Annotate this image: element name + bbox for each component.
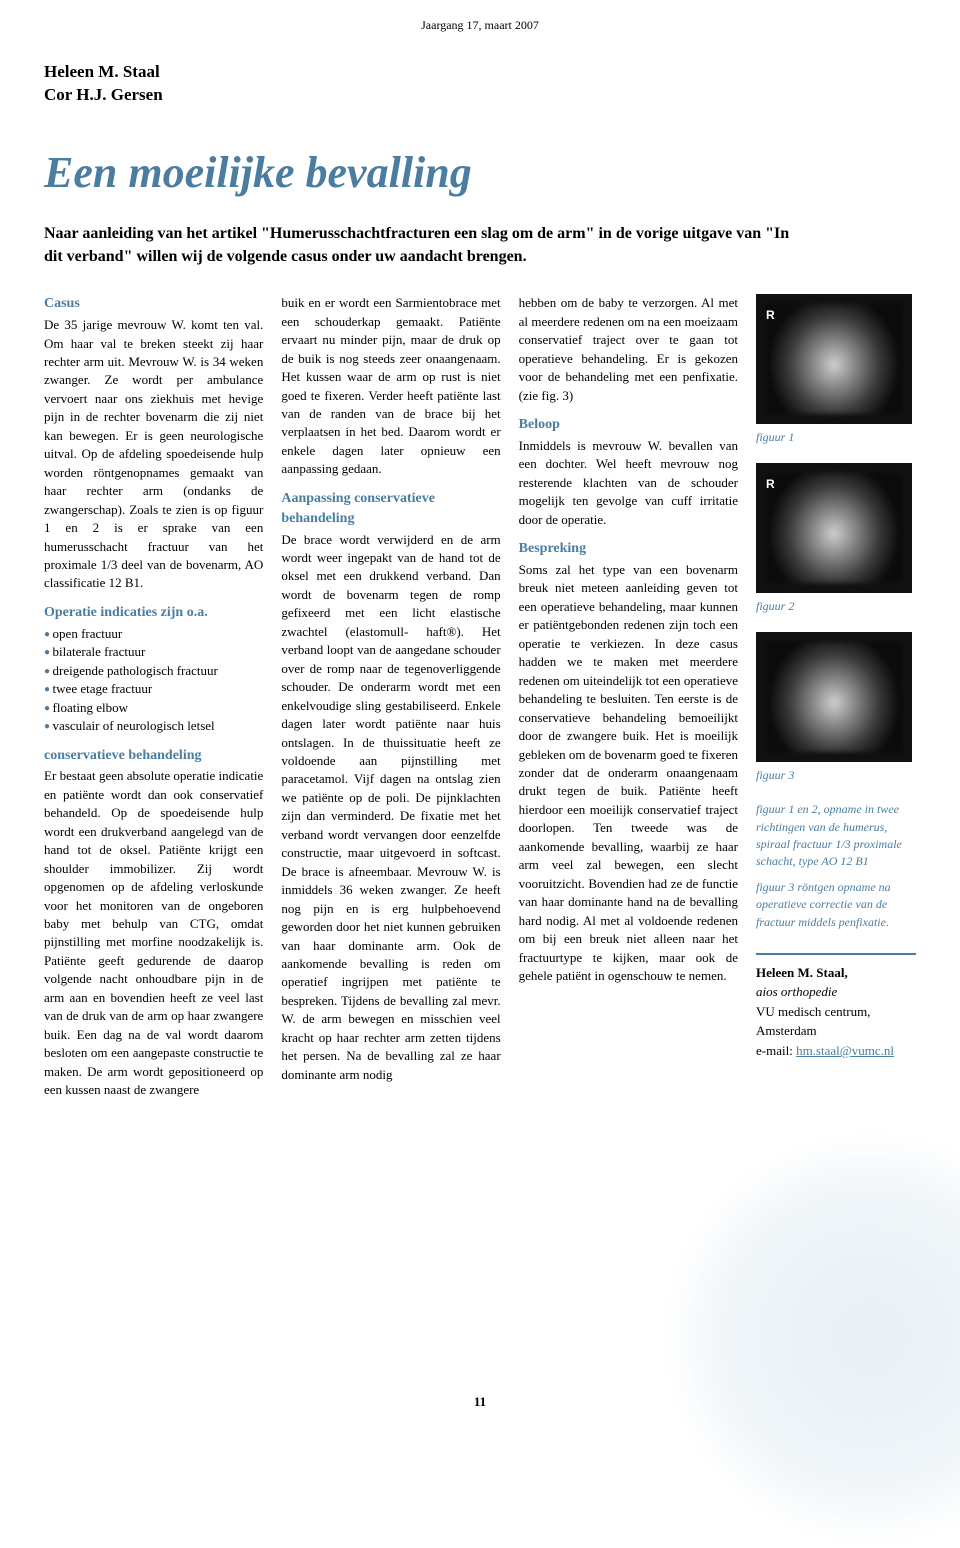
figure-1-label: figuur 1	[756, 430, 916, 445]
author-institution: VU medisch centrum,	[756, 1002, 916, 1022]
author-1: Heleen M. Staal	[44, 61, 960, 84]
col2-paragraph-1: buik en er wordt een Sarmientobrace met …	[281, 294, 500, 479]
subhead-bespreking: Bespreking	[519, 539, 738, 559]
subhead-casus: Casus	[44, 294, 263, 314]
column-2: buik en er wordt een Sarmientobrace met …	[281, 294, 500, 1099]
journal-issue-line: Jaargang 17, maart 2007	[0, 0, 960, 33]
list-item: bilaterale fractuur	[44, 643, 263, 661]
decorative-arc	[660, 1128, 960, 1548]
article-lede: Naar aanleiding van het artikel "Humerus…	[44, 222, 804, 268]
page-number: 11	[0, 1394, 960, 1410]
subhead-operatie-indicaties: Operatie indicaties zijn o.a.	[44, 603, 263, 623]
column-3: hebben om de baby te verzorgen. Al met a…	[519, 294, 738, 1099]
figure-caption-2: figuur 3 röntgen opname na operatieve co…	[756, 879, 916, 931]
xray-side-marker: R	[766, 308, 775, 322]
column-1: Casus De 35 jarige mevrouw W. komt ten v…	[44, 294, 263, 1099]
subhead-conservatieve-behandeling: conservatieve behandeling	[44, 746, 263, 766]
xray-figure-2: R	[756, 463, 912, 593]
article-columns: Casus De 35 jarige mevrouw W. komt ten v…	[44, 294, 916, 1099]
list-item: floating elbow	[44, 699, 263, 717]
xray-figure-3	[756, 632, 912, 762]
xray-image-placeholder	[766, 642, 902, 752]
xray-figure-1: R	[756, 294, 912, 424]
subhead-aanpassing: Aanpassing conservatieve behandeling	[281, 489, 500, 529]
email-label: e-mail:	[756, 1043, 796, 1058]
col1-paragraph-2: Er bestaat geen absolute operatie indica…	[44, 767, 263, 1099]
xray-side-marker: R	[766, 477, 775, 491]
xray-image-placeholder	[766, 473, 902, 583]
figure-3-label: figuur 3	[756, 768, 916, 783]
col3-paragraph-2: Inmiddels is mevrouw W. bevallen van een…	[519, 437, 738, 529]
col2-paragraph-2: De brace wordt verwijderd en de arm word…	[281, 531, 500, 1085]
figure-sidebar: R figuur 1 R figuur 2 figuur 3 figuur 1 …	[756, 294, 916, 1099]
xray-image-placeholder	[766, 304, 902, 414]
author-email-line: e-mail: hm.staal@vumc.nl	[756, 1041, 916, 1061]
indication-list: open fractuur bilaterale fractuur dreige…	[44, 625, 263, 736]
author-role: aios orthopedie	[756, 982, 916, 1002]
author-2: Cor H.J. Gersen	[44, 84, 960, 107]
col1-paragraph-1: De 35 jarige mevrouw W. komt ten val. Om…	[44, 316, 263, 593]
list-item: twee etage fractuur	[44, 680, 263, 698]
author-email-link[interactable]: hm.staal@vumc.nl	[796, 1043, 894, 1058]
col3-paragraph-1: hebben om de baby te verzorgen. Al met a…	[519, 294, 738, 405]
list-item: open fractuur	[44, 625, 263, 643]
figure-2-label: figuur 2	[756, 599, 916, 614]
list-item: dreigende pathologisch fractuur	[44, 662, 263, 680]
author-contact-box: Heleen M. Staal, aios orthopedie VU medi…	[756, 953, 916, 1061]
author-name: Heleen M. Staal,	[756, 963, 916, 983]
col3-paragraph-3: Soms zal het type van een bovenarm breuk…	[519, 561, 738, 985]
byline: Heleen M. Staal Cor H.J. Gersen	[44, 61, 960, 107]
article-title: Een moeilijke bevalling	[44, 147, 960, 198]
author-city: Amsterdam	[756, 1021, 916, 1041]
list-item: vasculair of neurologisch letsel	[44, 717, 263, 735]
subhead-beloop: Beloop	[519, 415, 738, 435]
figure-caption-1: figuur 1 en 2, opname in twee richtingen…	[756, 801, 916, 871]
